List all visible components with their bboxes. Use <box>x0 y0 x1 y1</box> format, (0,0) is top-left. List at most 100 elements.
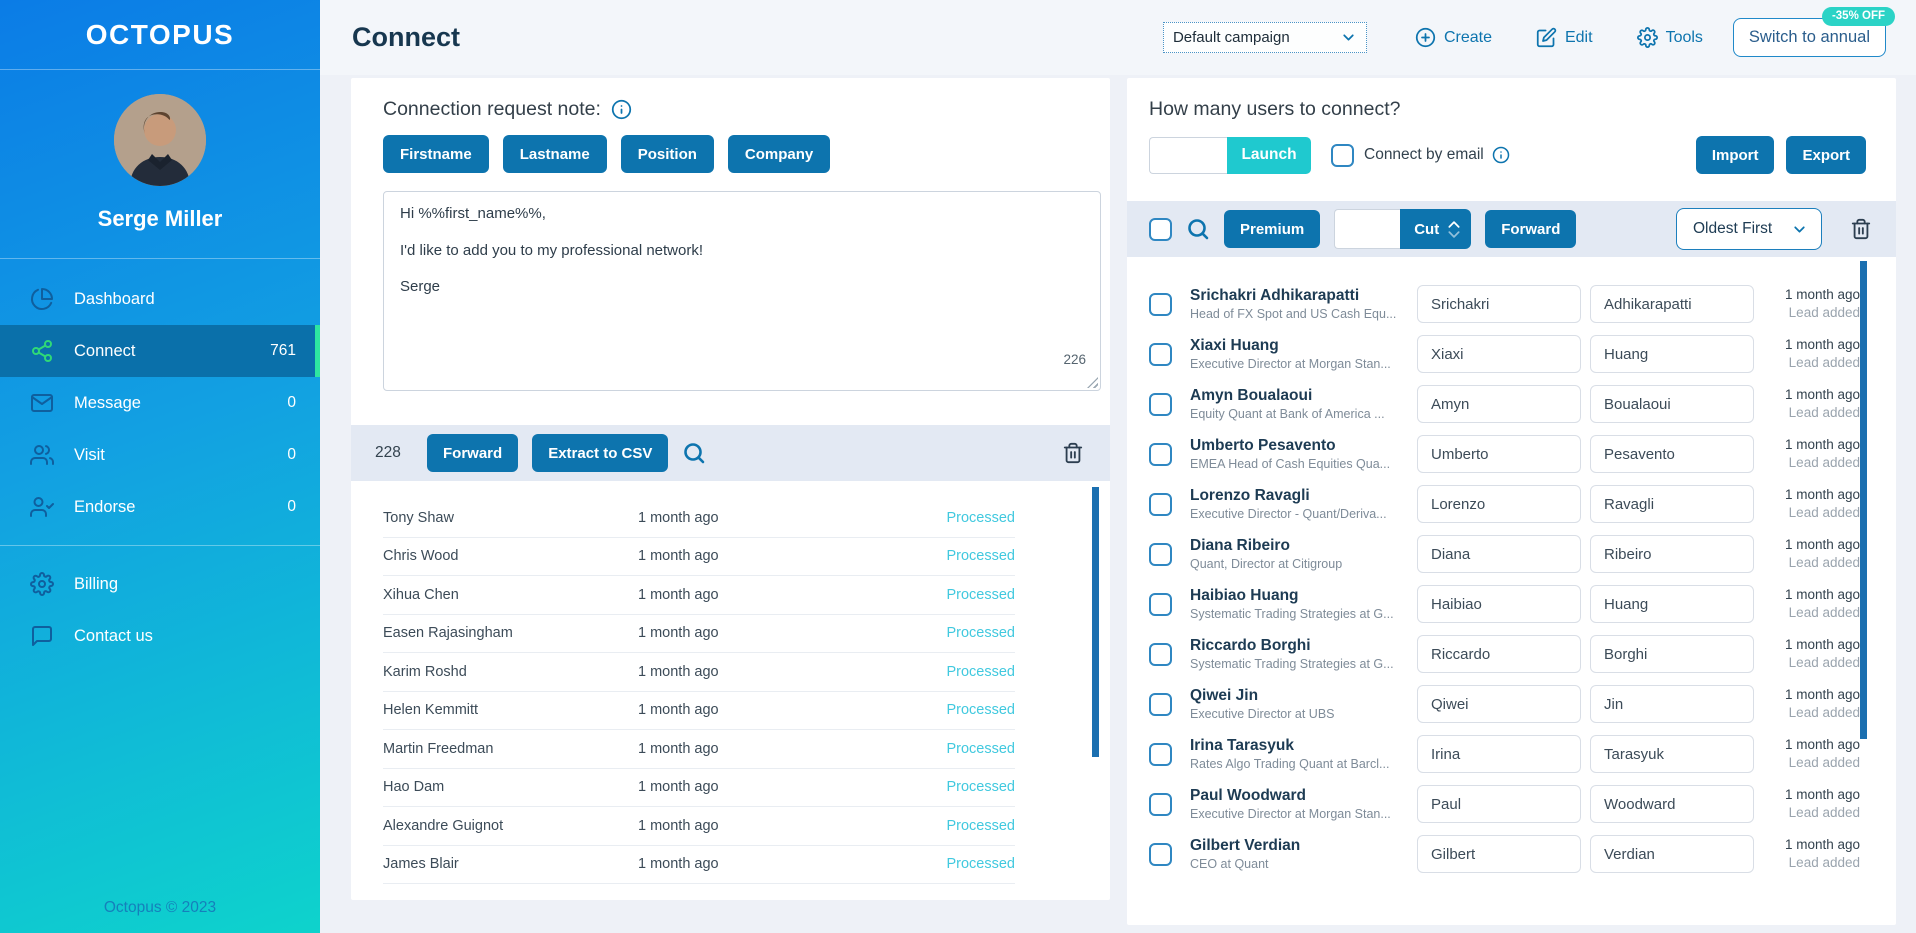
first-name-field[interactable] <box>1417 685 1581 723</box>
token-firstname-button[interactable]: Firstname <box>383 135 489 173</box>
user-name[interactable]: Haibiao Huang <box>1190 587 1299 604</box>
first-name-field[interactable] <box>1417 535 1581 573</box>
info-icon[interactable] <box>611 99 632 120</box>
last-name-field[interactable] <box>1590 785 1754 823</box>
launch-button[interactable]: Launch <box>1227 136 1311 174</box>
user-name[interactable]: Irina Tarasyuk <box>1190 737 1294 754</box>
premium-button[interactable]: Premium <box>1224 210 1321 248</box>
sidebar-item-billing[interactable]: Billing <box>0 558 320 610</box>
user-checkbox[interactable] <box>1149 442 1172 466</box>
first-name-field[interactable] <box>1417 585 1581 623</box>
sidebar-item-endorse[interactable]: Endorse 0 <box>0 481 320 533</box>
user-checkbox[interactable] <box>1149 592 1172 616</box>
user-name[interactable]: Amyn Boualaoui <box>1190 387 1313 404</box>
first-name-field[interactable] <box>1417 335 1581 373</box>
chevron-up-icon[interactable] <box>1447 220 1461 229</box>
last-name-field[interactable] <box>1590 835 1754 873</box>
sidebar-item-contact-us[interactable]: Contact us <box>0 610 320 662</box>
user-checkbox[interactable] <box>1149 292 1172 316</box>
user-meta: 1 month ago Lead added <box>1785 786 1860 821</box>
user-name[interactable]: Qiwei Jin <box>1190 687 1259 704</box>
user-name[interactable]: Diana Ribeiro <box>1190 537 1290 554</box>
last-name-field[interactable] <box>1590 635 1754 673</box>
first-name-field[interactable] <box>1417 635 1581 673</box>
user-name[interactable]: Lorenzo Ravagli <box>1190 487 1310 504</box>
last-name-field[interactable] <box>1590 335 1754 373</box>
user-name[interactable]: Srichakri Adhikarapatti <box>1190 287 1360 304</box>
trash-icon[interactable] <box>1062 442 1084 464</box>
table-row[interactable]: Helen Kemmitt 1 month ago Processed <box>383 692 1015 730</box>
cut-count-input[interactable] <box>1334 209 1401 249</box>
table-row[interactable]: James Blair 1 month ago Processed <box>383 846 1015 884</box>
table-row[interactable]: Chris Wood 1 month ago Processed <box>383 538 1015 576</box>
user-name[interactable]: Gilbert Verdian <box>1190 837 1301 854</box>
search-icon[interactable] <box>1186 217 1210 241</box>
search-icon[interactable] <box>682 441 706 465</box>
first-name-field[interactable] <box>1417 285 1581 323</box>
table-row[interactable]: Tony Shaw 1 month ago Processed <box>383 499 1015 538</box>
user-checkbox[interactable] <box>1149 342 1172 366</box>
tools-button[interactable]: Tools <box>1636 27 1703 48</box>
last-name-field[interactable] <box>1590 385 1754 423</box>
export-button[interactable]: Export <box>1786 136 1866 174</box>
cut-button[interactable]: Cut <box>1400 209 1472 249</box>
resize-handle[interactable] <box>1087 377 1098 388</box>
users-count-input[interactable] <box>1149 136 1227 174</box>
first-name-field[interactable] <box>1417 835 1581 873</box>
table-row[interactable]: Alexandre Guignot 1 month ago Processed <box>383 807 1015 846</box>
campaign-select[interactable]: Default campaign <box>1162 22 1367 53</box>
last-name-field[interactable] <box>1590 485 1754 523</box>
scrollbar[interactable] <box>1092 487 1099 757</box>
forward-button[interactable]: Forward <box>1485 210 1577 248</box>
select-all-checkbox[interactable] <box>1149 217 1172 241</box>
last-name-field[interactable] <box>1590 535 1754 573</box>
token-company-button[interactable]: Company <box>727 135 831 173</box>
last-name-field[interactable] <box>1590 585 1754 623</box>
table-row[interactable]: Martin Freedman 1 month ago Processed <box>383 730 1015 769</box>
extract-csv-button[interactable]: Extract to CSV <box>532 434 669 472</box>
scrollbar[interactable] <box>1860 261 1867 739</box>
user-checkbox[interactable] <box>1149 692 1172 716</box>
first-name-field[interactable] <box>1417 385 1581 423</box>
token-lastname-button[interactable]: Lastname <box>502 135 607 173</box>
edit-button[interactable]: Edit <box>1536 27 1593 48</box>
table-row[interactable]: Hao Dam 1 month ago Processed <box>383 769 1015 807</box>
chevron-down-icon[interactable] <box>1447 230 1461 239</box>
sidebar-item-connect[interactable]: Connect 761 <box>0 325 320 377</box>
first-name-field[interactable] <box>1417 435 1581 473</box>
last-name-field[interactable] <box>1590 435 1754 473</box>
user-name[interactable]: Paul Woodward <box>1190 787 1306 804</box>
user-checkbox[interactable] <box>1149 392 1172 416</box>
connect-by-email-checkbox[interactable] <box>1331 143 1354 167</box>
table-row[interactable]: Xihua Chen 1 month ago Processed <box>383 576 1015 615</box>
user-checkbox[interactable] <box>1149 492 1172 516</box>
trash-icon[interactable] <box>1850 218 1872 240</box>
create-button[interactable]: Create <box>1415 27 1492 48</box>
import-button[interactable]: Import <box>1695 136 1775 174</box>
forward-button[interactable]: Forward <box>427 434 519 472</box>
sidebar-item-message[interactable]: Message 0 <box>0 377 320 429</box>
user-name[interactable]: Xiaxi Huang <box>1190 337 1279 354</box>
last-name-field[interactable] <box>1590 285 1754 323</box>
avatar[interactable] <box>114 94 206 186</box>
user-name[interactable]: Umberto Pesavento <box>1190 437 1336 454</box>
user-checkbox[interactable] <box>1149 792 1172 816</box>
table-row[interactable]: Easen Rajasingham 1 month ago Processed <box>383 615 1015 653</box>
last-name-field[interactable] <box>1590 685 1754 723</box>
last-name-field[interactable] <box>1590 735 1754 773</box>
sort-select[interactable]: Oldest First <box>1676 208 1822 250</box>
user-name[interactable]: Riccardo Borghi <box>1190 637 1311 654</box>
sidebar-item-dashboard[interactable]: Dashboard <box>0 273 320 325</box>
sidebar-item-visit[interactable]: Visit 0 <box>0 429 320 481</box>
info-icon[interactable] <box>1492 146 1510 164</box>
user-checkbox[interactable] <box>1149 842 1172 866</box>
first-name-field[interactable] <box>1417 785 1581 823</box>
first-name-field[interactable] <box>1417 735 1581 773</box>
note-textarea[interactable]: Hi %%first_name%%, I'd like to add you t… <box>383 191 1101 391</box>
user-checkbox[interactable] <box>1149 542 1172 566</box>
table-row[interactable]: Karim Roshd 1 month ago Processed <box>383 653 1015 692</box>
user-checkbox[interactable] <box>1149 642 1172 666</box>
token-position-button[interactable]: Position <box>620 135 714 173</box>
user-checkbox[interactable] <box>1149 742 1172 766</box>
first-name-field[interactable] <box>1417 485 1581 523</box>
